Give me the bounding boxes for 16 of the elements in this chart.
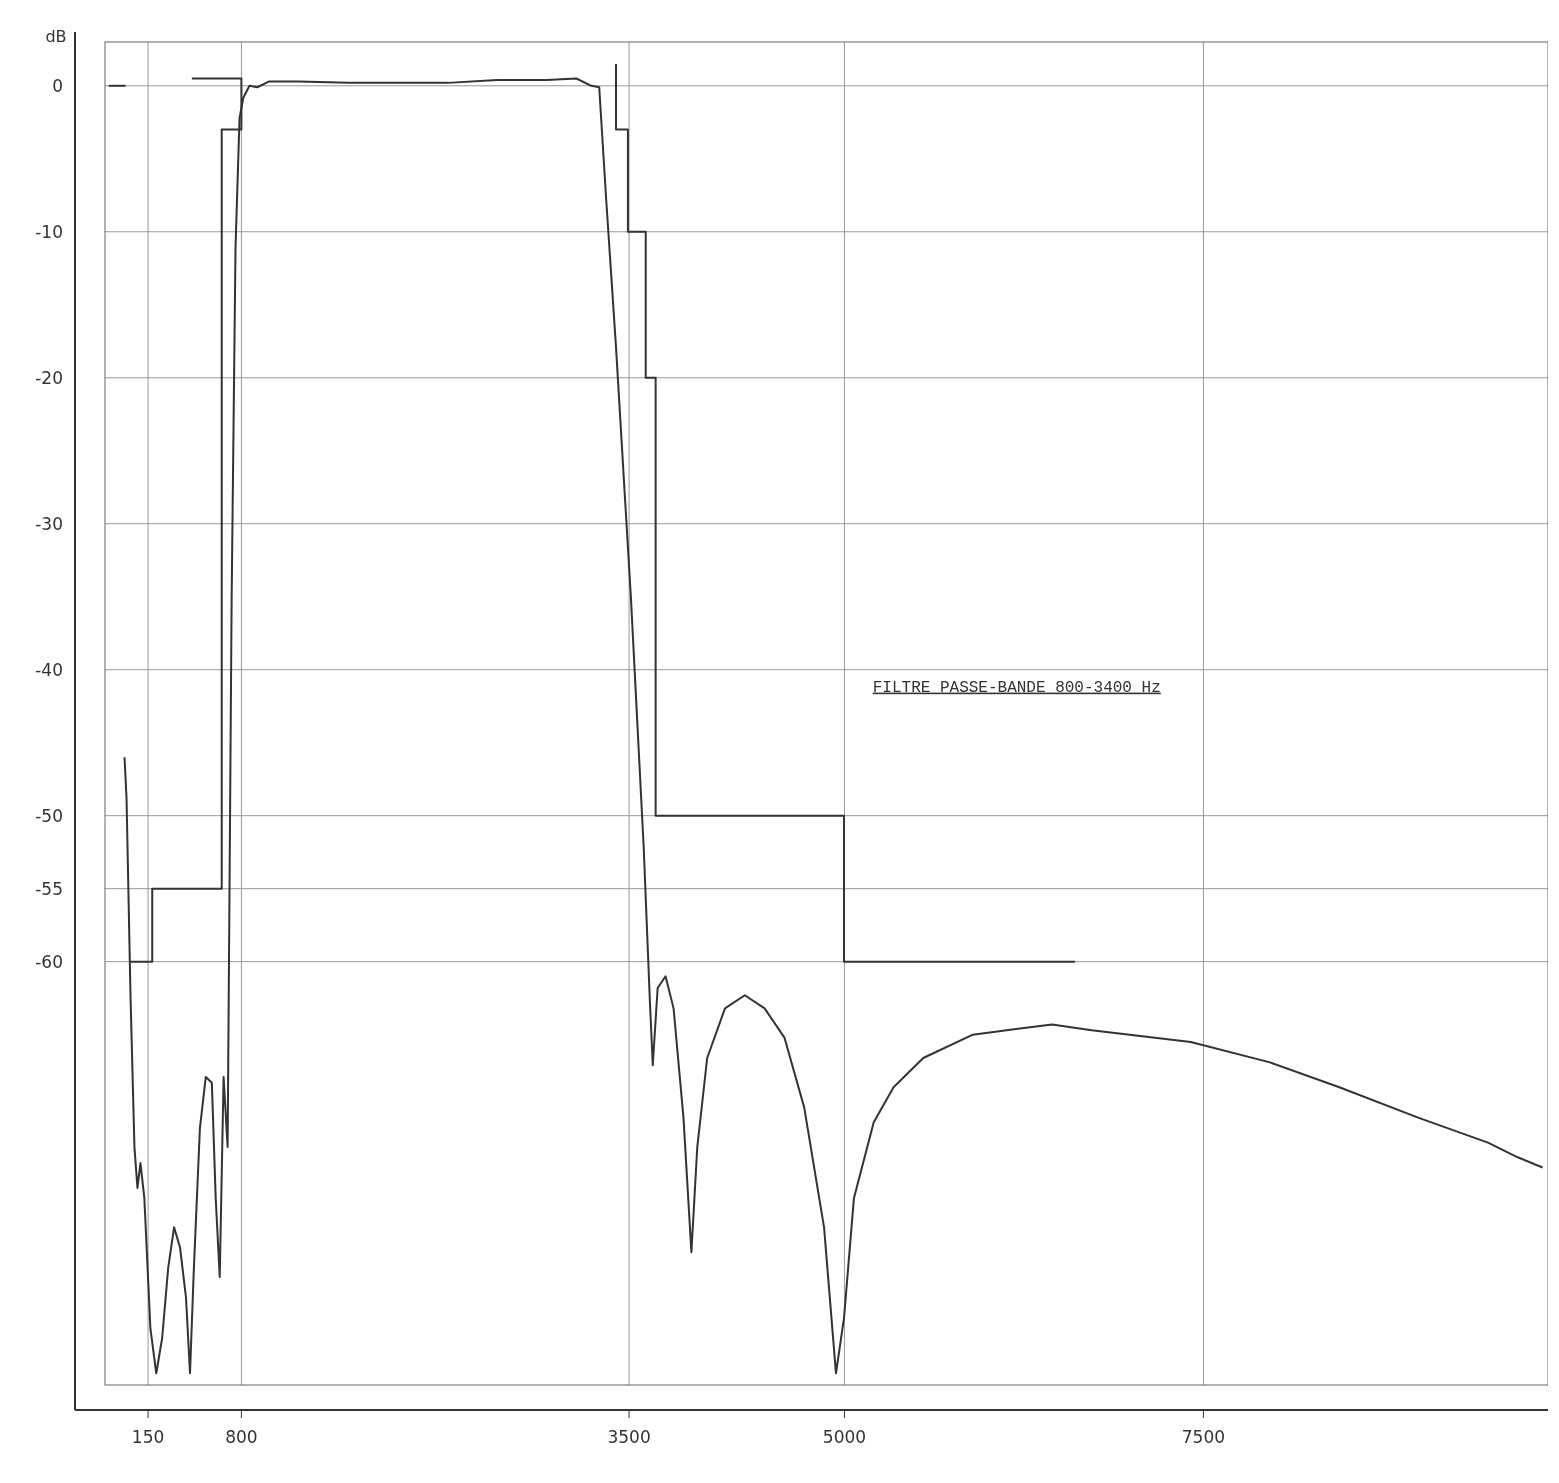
y-tick-label: -30: [35, 513, 63, 534]
x-tick-label: 3500: [607, 1427, 651, 1447]
y-tick-label: -60: [35, 951, 63, 972]
x-tick-label: 7500: [1181, 1427, 1226, 1447]
y-tick-label: -10: [35, 221, 63, 242]
y-tick-label: -20: [35, 367, 63, 388]
x-tick-label: 150: [131, 1427, 165, 1447]
y-tick-label: -55: [35, 878, 63, 899]
annotation: FILTRE PASSE-BANDE 800-3400 Hz: [872, 678, 1161, 697]
y-tick-label: -50: [35, 805, 63, 826]
y-tick-label: -40: [35, 659, 63, 680]
y-tick-label: 0: [52, 75, 63, 96]
x-tick-label: 5000: [822, 1427, 867, 1447]
x-tick-label: 800: [225, 1427, 258, 1447]
y-axis-title: dB: [45, 27, 67, 46]
line-series: [123, 77, 1544, 1375]
